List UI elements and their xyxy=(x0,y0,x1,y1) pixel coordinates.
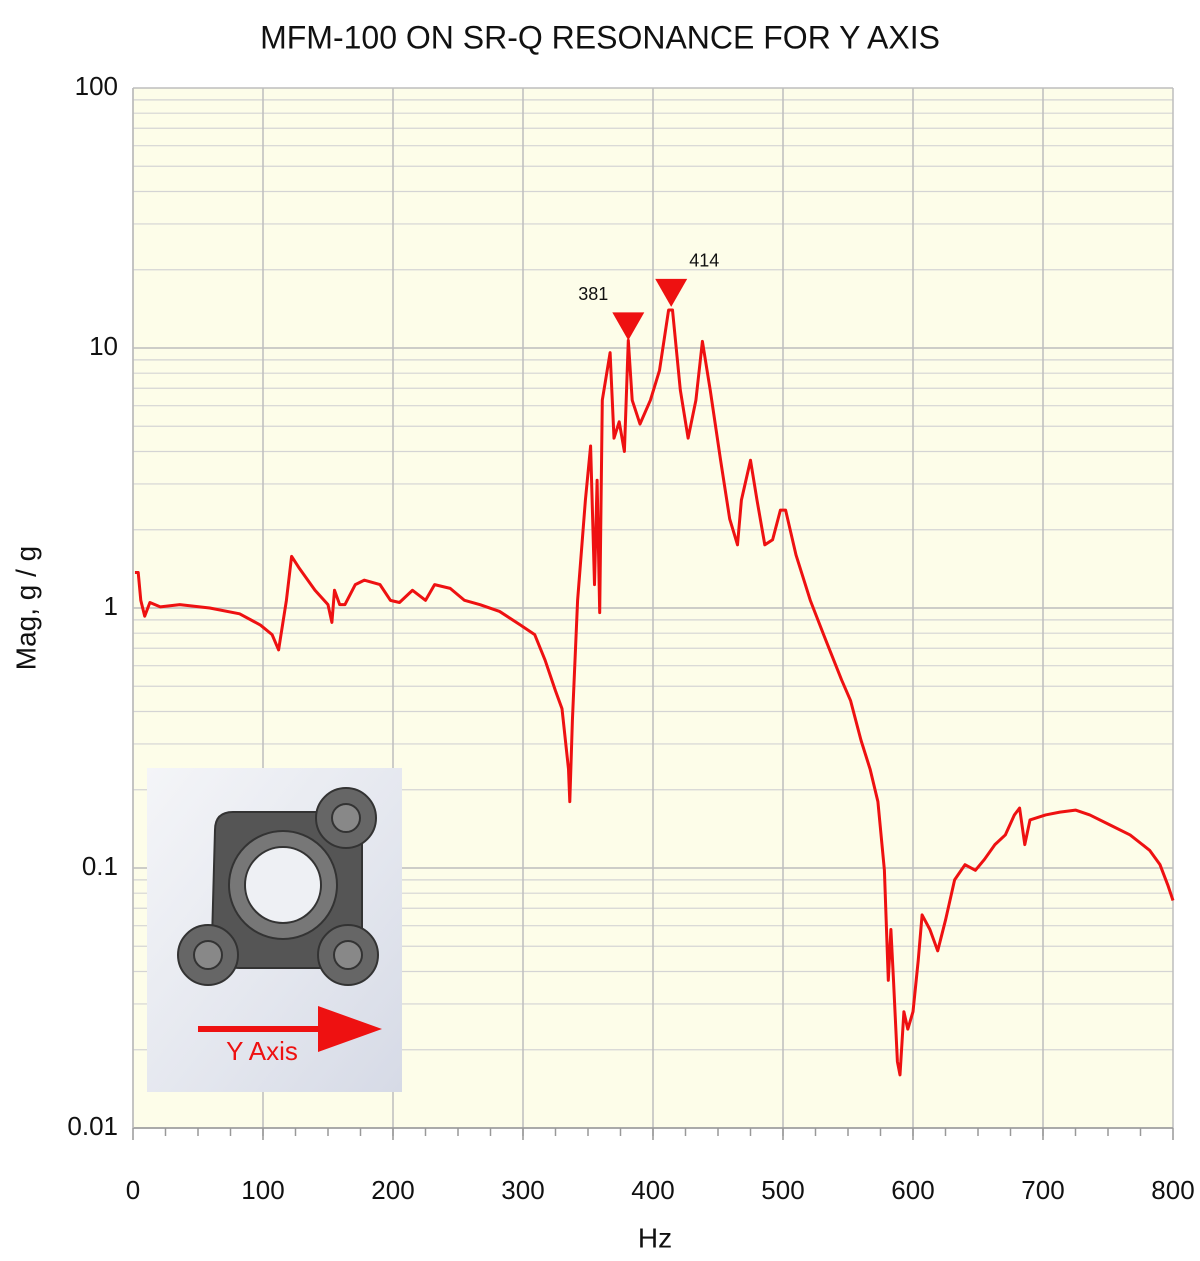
peak-marker xyxy=(612,312,645,341)
y-tick-label: 100 xyxy=(75,71,118,101)
y-tick-label: 1 xyxy=(104,591,118,621)
x-tick-label: 200 xyxy=(371,1175,414,1205)
peak-marker xyxy=(655,278,688,307)
x-tick-label: 600 xyxy=(891,1175,934,1205)
y-tick-label: 10 xyxy=(89,331,118,361)
inset-label: Y Axis xyxy=(226,1036,298,1066)
peak-label: 414 xyxy=(689,251,719,271)
x-tick-label: 700 xyxy=(1021,1175,1064,1205)
x-tick-label: 100 xyxy=(241,1175,284,1205)
peak-label: 381 xyxy=(578,284,608,304)
y-axis-label: Mag, g / g xyxy=(10,546,41,671)
data-line xyxy=(134,308,1175,1077)
inset-image: Y Axis xyxy=(147,768,402,1092)
x-tick-label: 800 xyxy=(1151,1175,1194,1205)
axis-arrowhead xyxy=(318,1006,382,1052)
x-tick-label: 400 xyxy=(631,1175,674,1205)
x-tick-label: 500 xyxy=(761,1175,804,1205)
x-axis-label: Hz xyxy=(638,1222,672,1253)
y-tick-label: 0.1 xyxy=(82,851,118,881)
device-drawing xyxy=(177,787,379,986)
chart-title: MFM-100 ON SR-Q RESONANCE FOR Y AXIS xyxy=(260,19,940,55)
x-tick-label: 300 xyxy=(501,1175,544,1205)
y-tick-label: 0.01 xyxy=(67,1111,118,1141)
x-tick-label: 0 xyxy=(126,1175,140,1205)
